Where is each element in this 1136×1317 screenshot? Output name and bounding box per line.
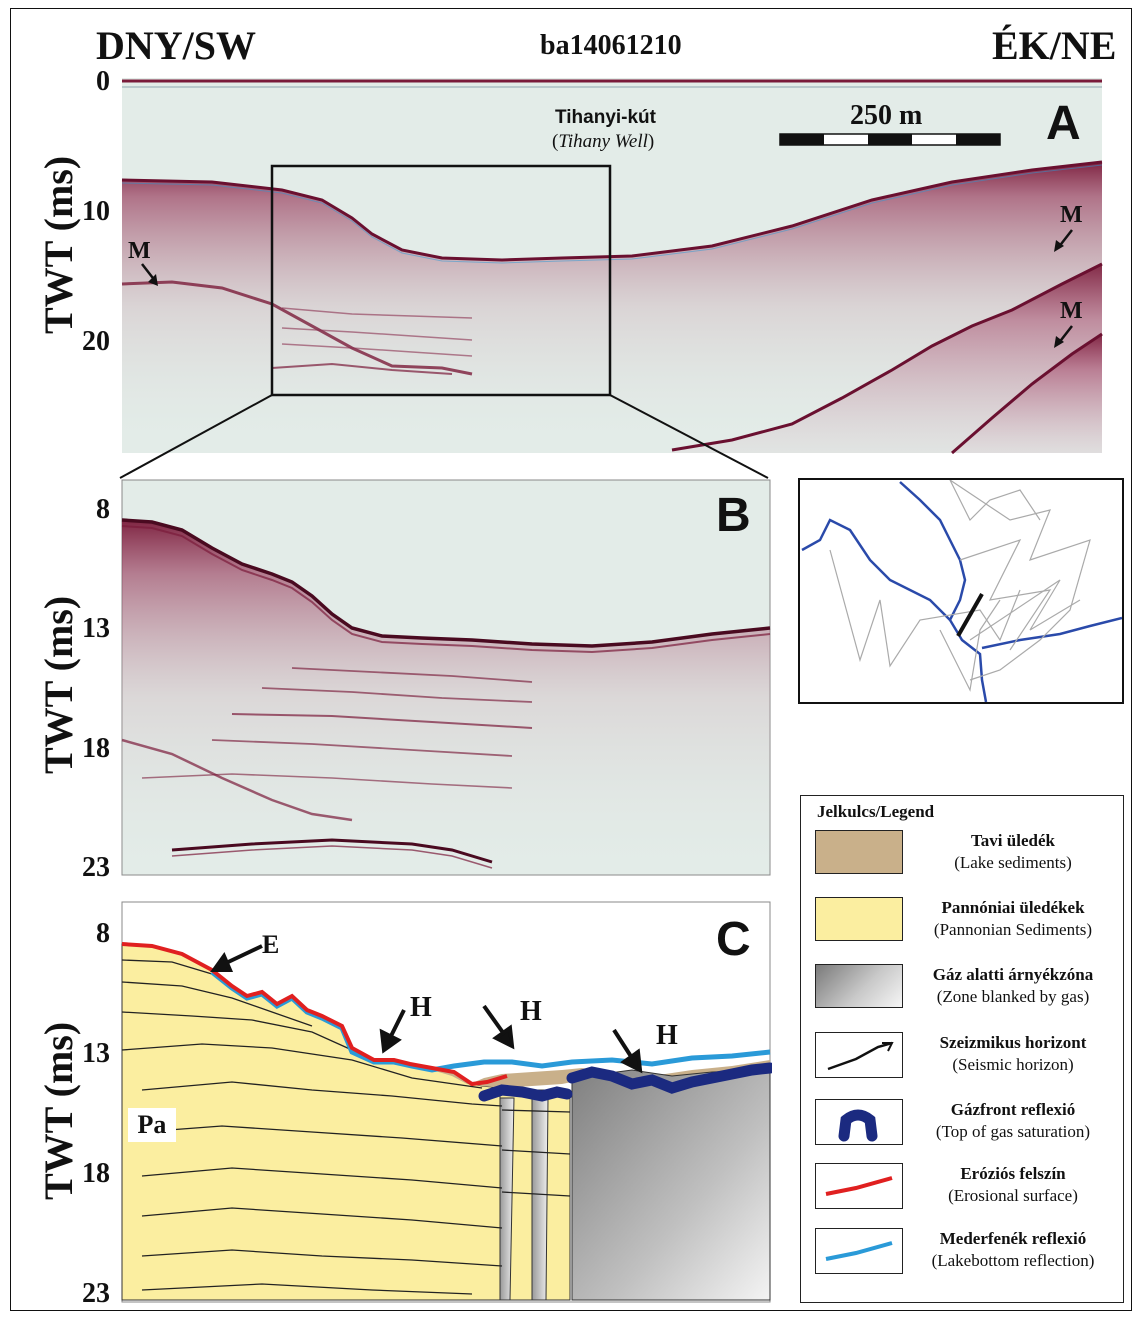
location-map-lines <box>801 480 1122 702</box>
legend-lake-sediment-en: (Lake sediments) <box>954 853 1072 872</box>
panel-a-seismic-section: M M M <box>121 78 1103 455</box>
legend-lakebottom-hu: Mederfenék reflexió <box>939 1229 1087 1248</box>
panel-c-label-e: E <box>262 930 280 959</box>
panel-a-scale-label: 250 m <box>850 100 923 131</box>
legend-pannonian-en: (Pannonian Sediments) <box>933 920 1093 939</box>
panel-c-letter: C <box>716 913 751 966</box>
legend-gas-shadow-en: (Zone blanked by gas) <box>936 987 1090 1006</box>
legend-gas-front-en: (Top of gas saturation) <box>935 1122 1091 1141</box>
panel-a-well-label-en: (Tihany Well) <box>552 131 655 152</box>
legend-item-horizon: Szeizmikus horizont (Seismic horizon) <box>907 1032 1119 1076</box>
panel-a-tick-10: 10 <box>82 196 110 227</box>
legend-item-erosion: Eróziós felszín (Erosional surface) <box>907 1163 1119 1207</box>
legend-gas-shadow-hu: Gáz alatti árnyékzóna <box>932 965 1094 984</box>
panel-a-marker-m-left: M <box>128 238 151 264</box>
legend-horizon-hu: Szeizmikus horizont <box>939 1033 1087 1052</box>
panel-a-tick-0: 0 <box>96 66 110 97</box>
legend-pannonian-hu: Pannóniai üledékek <box>941 898 1085 917</box>
profile-location-marker <box>956 593 984 637</box>
panel-c-label-pa: Pa <box>128 1108 176 1142</box>
gas-shadow-swatch <box>815 964 903 1008</box>
legend-gas-front-hu: Gázfront reflexió <box>950 1100 1076 1119</box>
panel-a-tick-20: 20 <box>82 326 110 357</box>
panel-c-tick-23: 23 <box>82 1278 110 1309</box>
panel-b-tick-8: 8 <box>96 494 110 525</box>
legend-item-lake-sediment: Tavi üledék (Lake sediments) <box>907 830 1119 874</box>
panel-b-tick-23: 23 <box>82 852 110 883</box>
panel-c-tick-8: 8 <box>96 918 110 949</box>
panel-b-tick-13: 13 <box>82 613 110 644</box>
legend-title: Jelkulcs/Legend <box>817 802 935 821</box>
location-map <box>798 478 1124 704</box>
header-profile-id: ba14061210 <box>540 30 682 61</box>
panel-c-label-h-1: H <box>410 992 432 1023</box>
panel-c-label-h-3: H <box>656 1020 678 1051</box>
lake-sediment-swatch <box>815 830 903 874</box>
header-ne-label: ÉK/NE <box>992 23 1117 68</box>
panel-b-seismic-detail <box>121 479 771 876</box>
panel-a-marker-m-right-upper: M <box>1060 202 1083 228</box>
well-label-en-text: Tihany Well <box>558 131 648 152</box>
panel-a-letter: A <box>1046 97 1081 150</box>
legend-item-lakebottom: Mederfenék reflexió (Lakebottom reflecti… <box>907 1228 1119 1272</box>
panel-c-label-h-2: H <box>520 996 542 1027</box>
panel-a-zoom-box <box>270 164 612 397</box>
erosion-line-icon <box>815 1163 903 1209</box>
legend-erosion-en: (Erosional surface) <box>948 1186 1078 1205</box>
panel-b-letter: B <box>716 489 751 542</box>
legend-lake-sediment-hu: Tavi üledék <box>971 831 1055 850</box>
pannonian-swatch <box>815 897 903 941</box>
legend-item-gas-shadow: Gáz alatti árnyékzóna (Zone blanked by g… <box>907 964 1119 1008</box>
legend-item-gas-front: Gázfront reflexió (Top of gas saturation… <box>907 1099 1119 1143</box>
panel-c-interpretation <box>121 901 772 1303</box>
gas-front-icon <box>815 1099 903 1145</box>
zoom-connector-lines <box>119 394 769 479</box>
figure-frame <box>10 8 1132 1311</box>
lakebottom-line-icon <box>815 1228 903 1274</box>
horizon-line-icon <box>815 1032 903 1078</box>
legend: Jelkulcs/Legend Tavi üledék (Lake sedime… <box>800 795 1124 1303</box>
panel-b-tick-18: 18 <box>82 733 110 764</box>
legend-lakebottom-en: (Lakebottom reflection) <box>931 1251 1095 1270</box>
legend-horizon-en: (Seismic horizon) <box>952 1055 1074 1074</box>
header-sw-label: DNY/SW <box>96 23 257 68</box>
panel-a-well-label: Tihanyi-kút <box>555 107 656 128</box>
panel-a-marker-m-right-lower: M <box>1060 298 1083 324</box>
legend-item-pannonian: Pannóniai üledékek (Pannonian Sediments) <box>907 897 1119 941</box>
legend-erosion-hu: Eróziós felszín <box>960 1164 1066 1183</box>
panel-c-tick-18: 18 <box>82 1158 110 1189</box>
panel-c-tick-13: 13 <box>82 1038 110 1069</box>
